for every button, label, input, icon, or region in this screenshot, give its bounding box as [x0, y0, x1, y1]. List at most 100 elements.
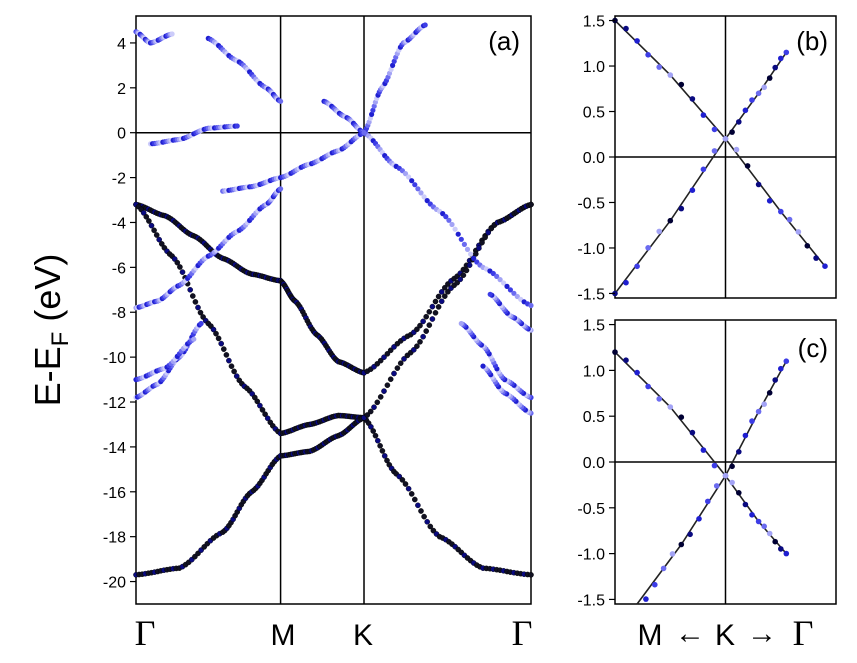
band-point	[468, 251, 474, 257]
band-point	[384, 382, 391, 389]
band-point	[528, 302, 534, 309]
band-point	[711, 462, 718, 469]
band-point	[766, 390, 773, 396]
band-point	[528, 572, 534, 578]
band-point	[420, 318, 426, 325]
band-point	[463, 267, 470, 274]
band-point	[755, 408, 762, 415]
band-point	[696, 516, 702, 522]
band-point	[402, 171, 409, 177]
x-tick-k: K	[353, 619, 373, 652]
y-tick-label: 1.0	[583, 363, 605, 380]
band-point	[374, 399, 381, 406]
band-point	[409, 178, 415, 184]
band-point	[370, 428, 377, 434]
y-tick-label: -18	[103, 530, 126, 547]
band-point	[414, 343, 420, 350]
band-point	[772, 64, 778, 71]
band-point	[192, 299, 199, 305]
band-point	[405, 485, 412, 492]
svg-text:E-EF (eV): E-EF (eV)	[27, 254, 74, 407]
band-point	[656, 64, 662, 70]
band-point	[711, 148, 718, 154]
band-point	[736, 449, 742, 455]
dirac-branch-0	[614, 19, 826, 267]
band-point	[652, 581, 658, 588]
y-tick-label: 0.5	[583, 105, 605, 122]
band-point	[197, 309, 204, 316]
y-tick-label: -14	[103, 440, 126, 457]
panel-b-y-ticks: 1.5 1.0 0.5 0.0 -0.5 -1.0 -1.5	[577, 14, 615, 303]
y-tick-label: 0.0	[583, 455, 605, 472]
y-tick-label: -0.5	[577, 195, 605, 212]
band-point	[479, 239, 485, 246]
band-point	[414, 326, 420, 333]
band-point	[755, 518, 762, 525]
band-point	[729, 479, 735, 486]
band-point	[421, 513, 427, 520]
band-point	[755, 181, 762, 188]
band-point	[390, 62, 396, 68]
band-point	[370, 107, 376, 113]
band-point	[384, 350, 391, 357]
band-point	[783, 358, 790, 365]
band-point	[264, 415, 271, 422]
band-point	[156, 236, 162, 243]
band-point	[623, 25, 629, 32]
band-point	[669, 551, 676, 557]
band-point	[778, 546, 784, 552]
y-tick-label: 1.5	[583, 14, 605, 31]
panel-c-x-tick-m: M	[638, 619, 663, 652]
band-point	[399, 477, 406, 483]
band-point	[158, 241, 165, 247]
band-point	[678, 81, 685, 88]
band-point	[427, 523, 434, 530]
band-point	[146, 218, 152, 224]
band-point	[386, 70, 393, 76]
band-point	[736, 490, 742, 496]
y-tick-label: -2	[112, 171, 126, 188]
band-point	[372, 432, 379, 439]
band-point	[766, 198, 773, 204]
band-point	[497, 277, 503, 283]
band-point	[700, 166, 707, 173]
band-point	[711, 126, 718, 133]
band-point	[476, 245, 482, 251]
band-point	[749, 418, 755, 424]
band-point	[733, 146, 740, 153]
band-point	[749, 512, 755, 518]
band-point	[700, 447, 707, 453]
band-point	[432, 309, 439, 316]
y-tick-label: -1.0	[577, 241, 605, 258]
band-point	[411, 496, 418, 503]
band-point	[772, 538, 778, 545]
band-point	[464, 246, 471, 252]
panel-c: 1.5 1.0 0.5 0.0 -0.5 -1.0 -1.5 (c) M ← K → Γ	[577, 318, 837, 653]
band-point	[528, 201, 534, 208]
band-point	[458, 320, 464, 327]
y-tick-label: -10	[103, 350, 126, 367]
band-point	[364, 412, 371, 418]
band-point	[223, 352, 230, 358]
band-point	[251, 394, 258, 401]
band-point	[210, 326, 217, 333]
band-point	[234, 123, 240, 129]
band-point	[189, 293, 196, 299]
panel-c-y-ticks: 1.5 1.0 0.5 0.0 -0.5 -1.0 -1.5	[577, 318, 615, 609]
panel-a-frame	[135, 15, 532, 605]
band-point	[388, 66, 394, 73]
band-point	[729, 129, 735, 135]
band-point	[494, 273, 500, 279]
band-point	[213, 330, 219, 337]
band-point	[471, 255, 477, 261]
y-axis-label-unit: (eV)	[27, 254, 68, 322]
panel-a-kpoint-lines	[279, 16, 365, 604]
band-point	[466, 262, 473, 269]
band-point	[187, 286, 193, 293]
band-point	[778, 55, 784, 62]
band-point	[377, 357, 384, 364]
band-point	[391, 370, 397, 377]
band-point	[501, 280, 507, 286]
band-point	[435, 304, 442, 310]
band-point	[687, 531, 693, 538]
